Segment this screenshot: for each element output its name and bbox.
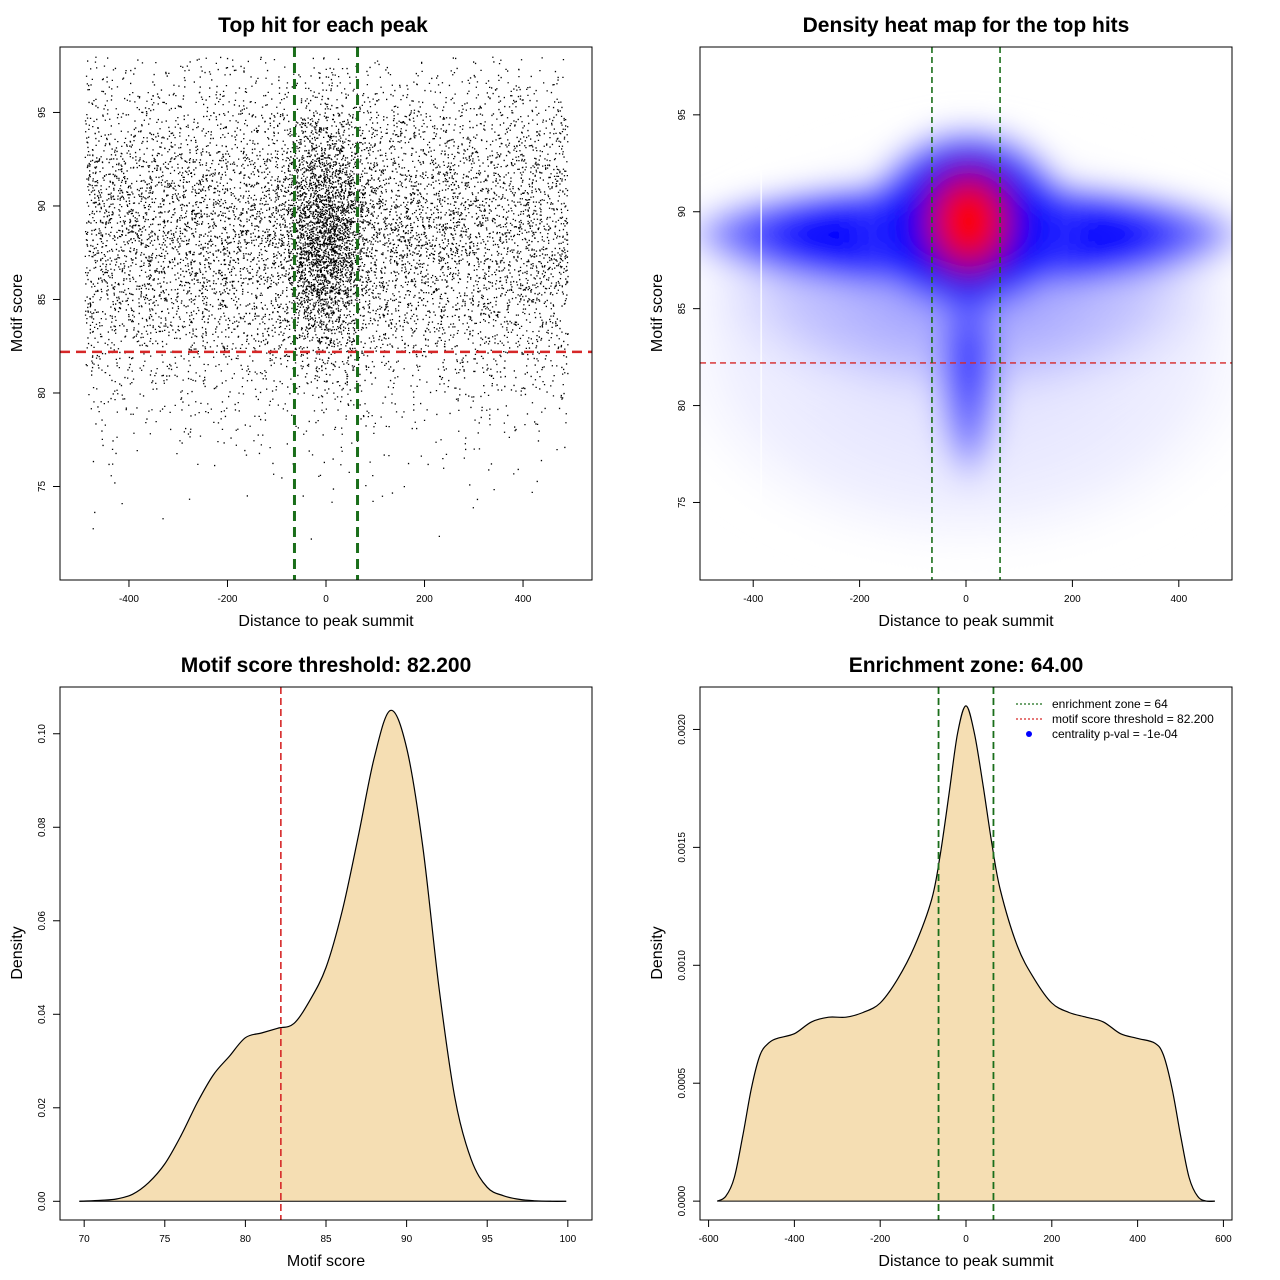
legend-pval-point [1026, 731, 1032, 737]
heatmap-reference-lines [700, 47, 1232, 580]
heatmap-y-tick-label: 75 [677, 496, 688, 508]
scatter-y-tick-label: 95 [37, 106, 48, 118]
score-density-y-axis-label: Density [9, 926, 26, 979]
score-density-x-axis: 70 75 80 85 90 95 100 [79, 1219, 577, 1245]
score-density-x-tick-label: 70 [79, 1234, 91, 1245]
score-density-area [79, 709, 567, 1202]
scatter-panel: Top hit for each peak -400 -200 0 200 400 75… [9, 14, 593, 630]
distance-density-y-tick-label: 0.0000 [677, 1185, 688, 1216]
score-density-title: Motif score threshold: 82.200 [181, 654, 472, 677]
distance-density-y-axis: 0.0000 0.0005 0.0010 0.0015 0.0020 [677, 714, 700, 1216]
score-density-y-tick-label: 0.08 [37, 817, 48, 837]
scatter-y-axis: 75 80 85 90 95 [37, 106, 60, 492]
score-density-curve [79, 709, 567, 1202]
score-density-y-tick-label: 0.04 [37, 1004, 48, 1024]
distance-density-x-tick-label: 400 [1129, 1234, 1146, 1245]
heatmap-x-tick-label: 0 [963, 594, 969, 605]
scatter-x-tick-label: -200 [217, 594, 237, 605]
score-density-x-tick-label: 75 [159, 1234, 171, 1245]
distance-density-x-axis: -600 -400 -200 0 200 400 600 [699, 1219, 1232, 1245]
scatter-point-cloud [84, 56, 569, 540]
distance-density-curve [716, 705, 1215, 1203]
heatmap-y-axis-label: Motif score [649, 274, 666, 352]
distance-density-title: Enrichment zone: 64.00 [849, 654, 1084, 677]
score-density-x-tick-label: 90 [401, 1234, 413, 1245]
scatter-y-tick-label: 85 [37, 293, 48, 305]
distance-density-x-tick-label: 200 [1043, 1234, 1060, 1245]
legend-pval-label: centrality p-val = -1e-04 [1052, 727, 1178, 741]
heatmap-x-tick-label: -200 [850, 594, 870, 605]
scatter-points [84, 56, 569, 540]
scatter-x-tick-label: -400 [119, 594, 139, 605]
scatter-title: Top hit for each peak [218, 14, 428, 37]
legend-zone-label: enrichment zone = 64 [1052, 697, 1168, 711]
score-density-x-tick-label: 85 [320, 1234, 332, 1245]
scatter-x-tick-label: 400 [515, 594, 532, 605]
score-density-x-tick-label: 80 [240, 1234, 252, 1245]
distance-density-x-axis-label: Distance to peak summit [878, 1253, 1054, 1270]
heatmap-y-tick-label: 95 [677, 109, 688, 121]
scatter-y-axis-label: Motif score [9, 274, 26, 352]
distance-density-fill [717, 705, 1215, 1202]
score-density-y-tick-label: 0.06 [37, 911, 48, 931]
distance-density-x-tick-label: -200 [870, 1234, 890, 1245]
heatmap-y-tick-label: 90 [677, 206, 688, 218]
heatmap-x-tick-label: 200 [1064, 594, 1081, 605]
score-density-y-tick-label: 0.00 [37, 1191, 48, 1211]
heatmap-x-tick-label: -400 [743, 594, 763, 605]
distance-density-x-tick-label: -600 [699, 1234, 719, 1245]
scatter-x-axis-label: Distance to peak summit [238, 613, 414, 630]
distance-density-panel: Enrichment zone: 64.00 -600 -400 -200 0 200 4… [649, 654, 1233, 1270]
heatmap-x-tick-label: 400 [1170, 594, 1187, 605]
distance-density-reference-lines [937, 687, 995, 1220]
heatmap-y-tick-label: 80 [677, 400, 688, 412]
heatmap-title: Density heat map for the top hits [803, 14, 1130, 37]
heatmap-panel: Density heat map for the top hits -400 -2… [649, 14, 1233, 630]
distance-density-y-tick-label: 0.0010 [677, 950, 688, 981]
distance-density-x-tick-label: -400 [784, 1234, 804, 1245]
heatmap-x-axis-label: Distance to peak summit [878, 613, 1054, 630]
distance-density-y-tick-label: 0.0020 [677, 714, 688, 745]
heatmap-density [700, 50, 1232, 578]
score-density-fill [79, 710, 567, 1202]
score-density-y-axis: 0.00 0.02 0.04 0.06 0.08 0.10 [37, 724, 60, 1211]
score-density-panel: Motif score threshold: 82.200 70 75 80 85 90… [9, 654, 593, 1270]
scatter-y-tick-label: 90 [37, 200, 48, 212]
distance-density-area [716, 705, 1215, 1203]
score-density-y-tick-label: 0.02 [37, 1098, 48, 1118]
heatmap-x-axis: -400 -200 0 200 400 [743, 579, 1188, 605]
scatter-x-axis: -400 -200 0 200 400 [119, 579, 532, 605]
distance-density-y-axis-label: Density [649, 926, 666, 979]
scatter-y-tick-label: 75 [37, 480, 48, 492]
scatter-reference-lines [60, 47, 592, 580]
heatmap-peak-density [906, 146, 1031, 297]
score-density-y-tick-label: 0.10 [37, 724, 48, 744]
distance-density-y-tick-label: 0.0005 [677, 1067, 688, 1098]
distance-density-x-tick-label: 600 [1215, 1234, 1232, 1245]
scatter-x-tick-label: 200 [416, 594, 433, 605]
distance-density-x-tick-label: 0 [963, 1234, 969, 1245]
score-density-x-tick-label: 100 [559, 1234, 576, 1245]
distance-density-y-tick-label: 0.0015 [677, 832, 688, 863]
heatmap-y-axis: 75 80 85 90 95 [677, 109, 700, 508]
scatter-y-tick-label: 80 [37, 387, 48, 399]
score-density-x-tick-label: 95 [482, 1234, 494, 1245]
heatmap-density-blur [700, 116, 1232, 578]
scatter-x-tick-label: 0 [323, 594, 329, 605]
distance-density-legend: enrichment zone = 64 motif score thresho… [1016, 697, 1214, 741]
heatmap-y-tick-label: 85 [677, 303, 688, 315]
score-density-x-axis-label: Motif score [287, 1253, 365, 1270]
legend-threshold-label: motif score threshold = 82.200 [1052, 712, 1214, 726]
